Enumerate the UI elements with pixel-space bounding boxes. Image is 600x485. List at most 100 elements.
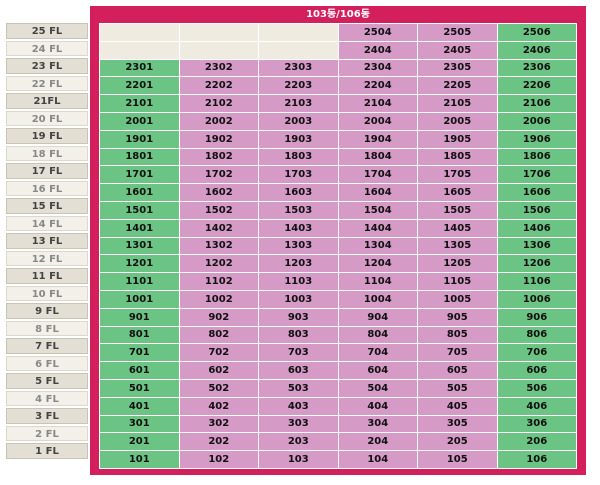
unit-cell[interactable]: 802 bbox=[179, 326, 258, 344]
unit-cell[interactable]: 901 bbox=[100, 308, 179, 326]
unit-cell[interactable]: 404 bbox=[338, 397, 417, 415]
unit-cell[interactable]: 1706 bbox=[497, 166, 576, 184]
unit-cell[interactable]: 601 bbox=[100, 362, 179, 379]
unit-cell[interactable]: 2204 bbox=[338, 77, 417, 95]
unit-cell[interactable]: 1703 bbox=[259, 166, 338, 184]
unit-cell[interactable]: 2504 bbox=[338, 24, 417, 41]
unit-cell[interactable]: 801 bbox=[100, 326, 179, 344]
unit-cell[interactable]: 2305 bbox=[418, 59, 497, 77]
unit-cell[interactable]: 604 bbox=[338, 362, 417, 379]
unit-cell[interactable]: 1502 bbox=[179, 201, 258, 219]
unit-cell[interactable]: 1102 bbox=[179, 273, 258, 290]
unit-cell[interactable]: 103 bbox=[259, 451, 338, 468]
unit-cell[interactable]: 605 bbox=[418, 362, 497, 379]
unit-cell[interactable]: 2406 bbox=[497, 41, 576, 59]
unit-cell[interactable]: 1804 bbox=[338, 148, 417, 166]
unit-cell[interactable]: 2201 bbox=[100, 77, 179, 95]
unit-cell[interactable]: 1506 bbox=[497, 201, 576, 219]
unit-cell[interactable]: 1005 bbox=[418, 290, 497, 308]
unit-cell[interactable]: 1903 bbox=[259, 130, 338, 148]
unit-cell[interactable]: 1006 bbox=[497, 290, 576, 308]
unit-cell[interactable]: 505 bbox=[418, 379, 497, 397]
unit-cell[interactable]: 406 bbox=[497, 397, 576, 415]
unit-cell[interactable]: 1206 bbox=[497, 255, 576, 273]
unit-cell[interactable]: 1704 bbox=[338, 166, 417, 184]
unit-cell[interactable]: 1501 bbox=[100, 201, 179, 219]
unit-cell[interactable]: 1204 bbox=[338, 255, 417, 273]
unit-cell[interactable]: 1202 bbox=[179, 255, 258, 273]
unit-cell[interactable]: 1404 bbox=[338, 219, 417, 237]
unit-cell[interactable]: 2405 bbox=[418, 41, 497, 59]
unit-cell[interactable]: 401 bbox=[100, 397, 179, 415]
unit-cell[interactable]: 1301 bbox=[100, 237, 179, 255]
unit-cell[interactable]: 2505 bbox=[418, 24, 497, 41]
unit-cell[interactable]: 703 bbox=[259, 344, 338, 362]
unit-cell[interactable]: 1806 bbox=[497, 148, 576, 166]
unit-cell[interactable]: 1503 bbox=[259, 201, 338, 219]
unit-cell[interactable]: 1406 bbox=[497, 219, 576, 237]
unit-cell[interactable]: 1205 bbox=[418, 255, 497, 273]
unit-cell[interactable]: 1001 bbox=[100, 290, 179, 308]
unit-cell[interactable]: 1106 bbox=[497, 273, 576, 290]
unit-cell[interactable]: 1805 bbox=[418, 148, 497, 166]
unit-cell[interactable]: 502 bbox=[179, 379, 258, 397]
unit-cell[interactable]: 1103 bbox=[259, 273, 338, 290]
unit-cell[interactable]: 1605 bbox=[418, 184, 497, 201]
unit-cell[interactable]: 2105 bbox=[418, 95, 497, 112]
unit-cell[interactable]: 1303 bbox=[259, 237, 338, 255]
unit-cell[interactable]: 2506 bbox=[497, 24, 576, 41]
unit-cell[interactable]: 1304 bbox=[338, 237, 417, 255]
unit-cell[interactable]: 1705 bbox=[418, 166, 497, 184]
unit-cell[interactable]: 1803 bbox=[259, 148, 338, 166]
unit-cell[interactable]: 2306 bbox=[497, 59, 576, 77]
unit-cell[interactable]: 1302 bbox=[179, 237, 258, 255]
unit-cell[interactable]: 1905 bbox=[418, 130, 497, 148]
unit-cell[interactable]: 1004 bbox=[338, 290, 417, 308]
unit-cell[interactable]: 1604 bbox=[338, 184, 417, 201]
unit-cell[interactable]: 206 bbox=[497, 433, 576, 451]
unit-cell[interactable]: 803 bbox=[259, 326, 338, 344]
unit-cell[interactable]: 2301 bbox=[100, 59, 179, 77]
unit-cell[interactable]: 2003 bbox=[259, 112, 338, 130]
unit-cell[interactable]: 1203 bbox=[259, 255, 338, 273]
unit-cell[interactable]: 1603 bbox=[259, 184, 338, 201]
unit-cell[interactable]: 905 bbox=[418, 308, 497, 326]
unit-cell[interactable]: 1602 bbox=[179, 184, 258, 201]
unit-cell[interactable]: 906 bbox=[497, 308, 576, 326]
unit-cell[interactable]: 704 bbox=[338, 344, 417, 362]
unit-cell[interactable]: 104 bbox=[338, 451, 417, 468]
unit-cell[interactable]: 503 bbox=[259, 379, 338, 397]
unit-cell[interactable]: 2202 bbox=[179, 77, 258, 95]
unit-cell[interactable]: 2103 bbox=[259, 95, 338, 112]
unit-cell[interactable]: 1901 bbox=[100, 130, 179, 148]
unit-cell[interactable]: 1104 bbox=[338, 273, 417, 290]
unit-cell[interactable]: 1505 bbox=[418, 201, 497, 219]
unit-cell[interactable]: 101 bbox=[100, 451, 179, 468]
unit-cell[interactable]: 1401 bbox=[100, 219, 179, 237]
unit-cell[interactable]: 1305 bbox=[418, 237, 497, 255]
unit-cell[interactable]: 1504 bbox=[338, 201, 417, 219]
unit-cell[interactable]: 2104 bbox=[338, 95, 417, 112]
unit-cell[interactable]: 2303 bbox=[259, 59, 338, 77]
unit-cell[interactable]: 306 bbox=[497, 415, 576, 433]
unit-cell[interactable]: 305 bbox=[418, 415, 497, 433]
unit-cell[interactable]: 2005 bbox=[418, 112, 497, 130]
unit-cell[interactable]: 202 bbox=[179, 433, 258, 451]
unit-cell[interactable]: 2205 bbox=[418, 77, 497, 95]
unit-cell[interactable]: 603 bbox=[259, 362, 338, 379]
unit-cell[interactable]: 403 bbox=[259, 397, 338, 415]
unit-cell[interactable]: 1902 bbox=[179, 130, 258, 148]
unit-cell[interactable]: 606 bbox=[497, 362, 576, 379]
unit-cell[interactable]: 504 bbox=[338, 379, 417, 397]
unit-cell[interactable]: 2304 bbox=[338, 59, 417, 77]
unit-cell[interactable]: 1306 bbox=[497, 237, 576, 255]
unit-cell[interactable]: 706 bbox=[497, 344, 576, 362]
unit-cell[interactable]: 501 bbox=[100, 379, 179, 397]
unit-cell[interactable]: 2203 bbox=[259, 77, 338, 95]
unit-cell[interactable]: 301 bbox=[100, 415, 179, 433]
unit-cell[interactable]: 2106 bbox=[497, 95, 576, 112]
unit-cell[interactable]: 203 bbox=[259, 433, 338, 451]
unit-cell[interactable]: 2404 bbox=[338, 41, 417, 59]
unit-cell[interactable]: 204 bbox=[338, 433, 417, 451]
unit-cell[interactable]: 205 bbox=[418, 433, 497, 451]
